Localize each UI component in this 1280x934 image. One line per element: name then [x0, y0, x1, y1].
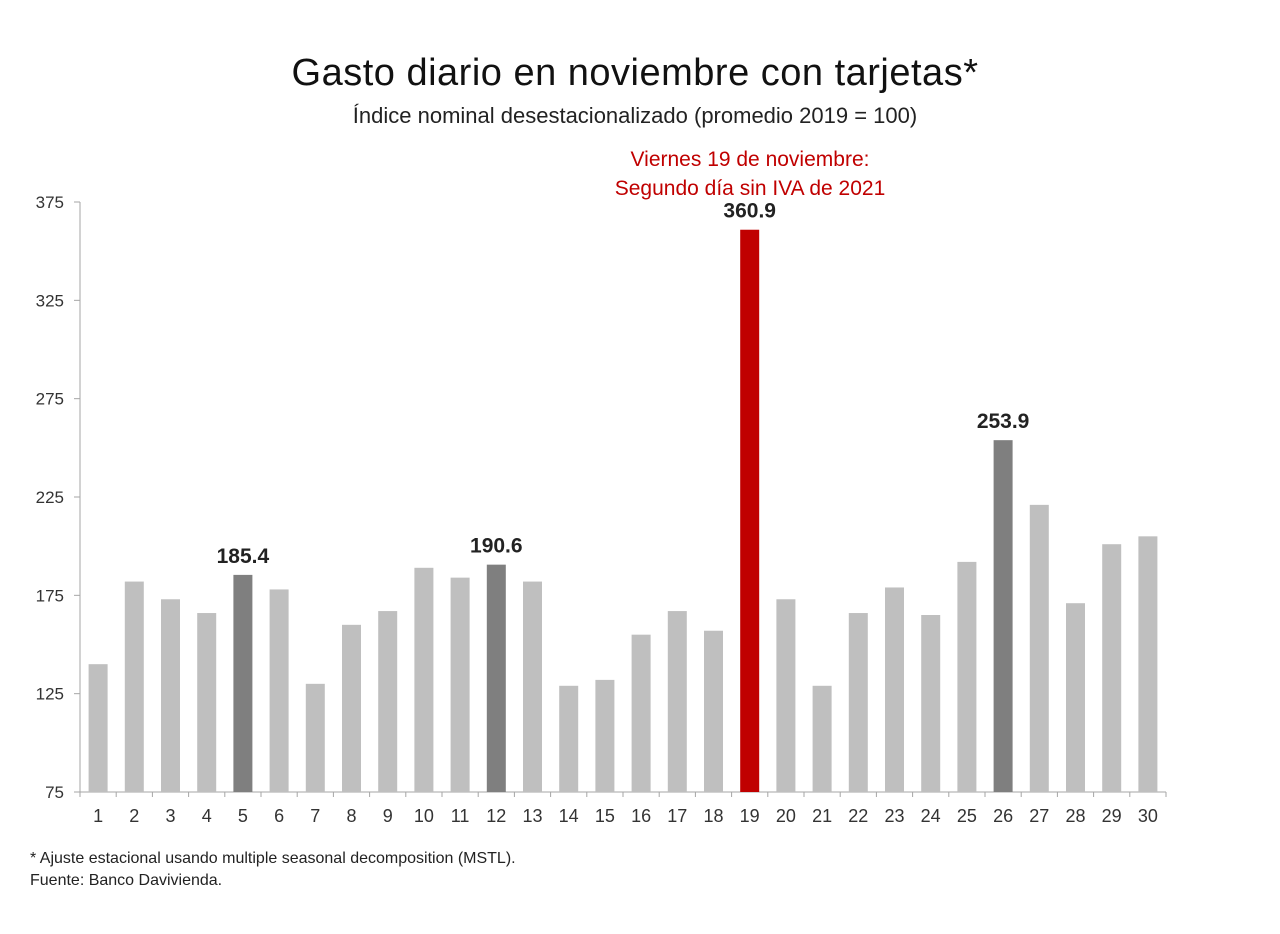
- annotation-line-2: Segundo día sin IVA de 2021: [614, 177, 886, 200]
- bar: [740, 229, 760, 793]
- bar: [885, 587, 904, 792]
- x-tick-label: 15: [595, 806, 615, 826]
- x-tick-label: 12: [486, 806, 506, 826]
- x-tick-label: 5: [238, 806, 248, 826]
- x-tick-label: 20: [776, 806, 796, 826]
- x-tick-label: 27: [1029, 806, 1049, 826]
- x-tick-label: 23: [884, 806, 904, 826]
- data-label: 185.4: [217, 545, 270, 568]
- x-tick-label: 11: [451, 806, 470, 826]
- y-tick-label: 375: [36, 193, 64, 212]
- chart-title: Gasto diario en noviembre con tarjetas*: [291, 52, 979, 94]
- footnote-note: * Ajuste estacional usando multiple seas…: [30, 850, 516, 867]
- bar: [812, 685, 832, 792]
- x-tick-label: 29: [1102, 806, 1122, 826]
- x-tick-label: 19: [740, 806, 760, 826]
- x-tick-label: 4: [202, 806, 212, 826]
- chart-subtitle: Índice nominal desestacionalizado (prome…: [352, 103, 918, 128]
- x-tick-label: 6: [274, 806, 284, 826]
- data-label: 190.6: [470, 535, 523, 558]
- bar: [1138, 536, 1158, 792]
- x-tick-label: 13: [522, 806, 542, 826]
- bar: [957, 561, 977, 792]
- bar: [197, 613, 217, 792]
- y-tick-label: 325: [36, 291, 64, 310]
- y-tick-label: 75: [45, 783, 64, 802]
- bar: [342, 624, 361, 792]
- bar: [124, 581, 144, 792]
- x-tick-label: 10: [414, 806, 434, 826]
- x-tick-label: 28: [1065, 806, 1085, 826]
- bar: [776, 599, 796, 792]
- x-tick-label: 3: [165, 806, 175, 826]
- x-tick-label: 25: [957, 806, 977, 826]
- data-label: 360.9: [723, 200, 776, 223]
- x-tick-label: 8: [346, 806, 356, 826]
- footnote-source: Fuente: Banco Davivienda.: [30, 872, 223, 889]
- x-tick-label: 9: [383, 806, 393, 826]
- x-tick-label: 17: [667, 806, 687, 826]
- bar: [523, 581, 542, 792]
- bar: [595, 679, 615, 792]
- annotation-line-1: Viernes 19 de noviembre:: [630, 148, 870, 171]
- data-label: 253.9: [977, 410, 1030, 433]
- bar: [921, 615, 941, 792]
- bar: [559, 685, 579, 792]
- x-tick-label: 14: [559, 806, 579, 826]
- x-tick-label: 26: [993, 806, 1013, 826]
- bar: [1066, 603, 1085, 792]
- y-tick-label: 225: [36, 488, 64, 507]
- bar: [486, 564, 506, 792]
- x-tick-label: 1: [93, 806, 103, 826]
- x-tick-label: 30: [1138, 806, 1158, 826]
- bar: [305, 683, 325, 792]
- y-tick-label: 125: [36, 685, 64, 704]
- bar: [631, 634, 651, 792]
- bar: [450, 577, 470, 792]
- x-tick-label: 24: [921, 806, 941, 826]
- y-tick-label: 275: [36, 390, 64, 409]
- bar: [414, 567, 434, 792]
- x-tick-label: 7: [310, 806, 320, 826]
- bar: [704, 630, 723, 792]
- annotation-day-19: Viernes 19 de noviembre: Segundo día sin…: [560, 145, 940, 203]
- bar: [1029, 504, 1049, 792]
- x-tick-label: 2: [129, 806, 139, 826]
- y-tick-label: 175: [36, 586, 64, 605]
- footnotes: * Ajuste estacional usando multiple seas…: [30, 848, 516, 892]
- bar: [378, 611, 398, 792]
- bar: [667, 611, 687, 792]
- bar: [88, 664, 108, 792]
- x-tick-label: 16: [631, 806, 651, 826]
- bar: [848, 613, 868, 792]
- bar: [269, 589, 289, 792]
- x-tick-label: 18: [703, 806, 723, 826]
- bar: [233, 574, 253, 792]
- bar: [1102, 544, 1122, 792]
- bar: [161, 599, 180, 792]
- x-tick-label: 22: [848, 806, 868, 826]
- x-tick-label: 21: [812, 806, 832, 826]
- bar: [993, 440, 1013, 792]
